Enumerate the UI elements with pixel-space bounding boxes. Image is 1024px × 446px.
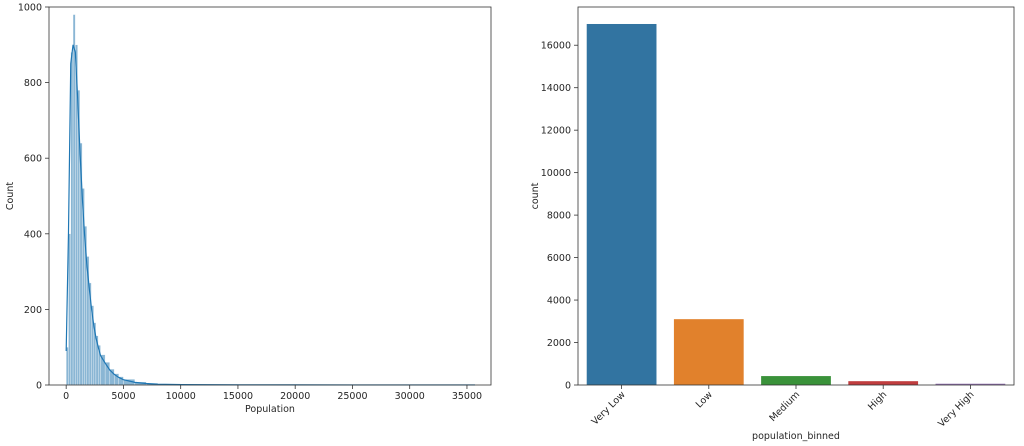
count-x-tick-label: Very Low: [590, 389, 628, 427]
histogram-y-axis-label: Count: [5, 182, 16, 210]
count-x-ticks: Very Low Low Medium High Very High: [590, 385, 977, 430]
count-y-axis-label: count: [530, 182, 541, 209]
count-x-axis-label: population_binned: [752, 431, 840, 442]
count-y-tick-label: 14000: [541, 83, 571, 94]
histogram-x-tick-label: 10000: [166, 391, 196, 402]
count-bar-chart: Very Low Low Medium High Very High 0 2000 4000…: [530, 6, 1015, 442]
count-bar: [935, 383, 1006, 385]
histogram-y-tick-label: 400: [24, 229, 42, 240]
count-x-tick-label: Very High: [936, 389, 976, 429]
count-y-tick-label: 10000: [541, 168, 571, 179]
count-y-tick-label: 6000: [547, 253, 571, 264]
histogram-x-tick-label: 20000: [280, 391, 310, 402]
histogram-bin: [70, 52, 74, 386]
count-bar: [673, 319, 744, 385]
histogram-chart: 0 5000 10000 15000 20000 25000 30000 35000 0 200…: [5, 3, 492, 415]
histogram-bin: [72, 14, 76, 386]
histogram-y-tick-label: 600: [24, 154, 42, 165]
histogram-y-tick-label: 1000: [18, 3, 42, 14]
count-y-tick-label: 16000: [541, 41, 571, 52]
count-x-tick-label: Medium: [767, 389, 802, 424]
histogram-x-axis-label: Population: [245, 404, 295, 415]
histogram-x-ticks: 0 5000 10000 15000 20000 25000 30000 35000: [63, 385, 482, 402]
histogram-x-tick-label: 35000: [452, 391, 482, 402]
count-y-ticks: 0 2000 4000 6000 8000 10000 12000 14000 16000: [541, 41, 578, 392]
histogram-plot-frame: [48, 6, 492, 386]
count-y-tick-label: 0: [565, 381, 571, 392]
histogram-x-tick-label: 30000: [395, 391, 425, 402]
histogram-x-tick-label: 5000: [111, 391, 135, 402]
histogram-y-tick-label: 800: [24, 78, 42, 89]
histogram-y-tick-label: 0: [36, 381, 42, 392]
histogram-x-tick-label: 15000: [223, 391, 253, 402]
histogram-bin: [68, 233, 71, 386]
kde-line: [65, 44, 475, 386]
histogram-x-tick-label: 25000: [337, 391, 367, 402]
histogram-y-tick-label: 200: [24, 305, 42, 316]
histogram-x-tick-label: 0: [63, 391, 69, 402]
count-bars: [586, 23, 1006, 385]
count-y-tick-label: 2000: [547, 338, 571, 349]
count-x-tick-label: Low: [694, 389, 715, 410]
histogram-y-ticks: 0 200 400 600 800 1000: [18, 3, 49, 392]
count-bar: [848, 381, 919, 385]
count-bar: [586, 23, 657, 385]
histogram-bars: [66, 14, 476, 386]
count-y-tick-label: 12000: [541, 126, 571, 137]
count-y-tick-label: 8000: [547, 211, 571, 222]
histogram-bin: [66, 347, 69, 386]
count-bar: [761, 376, 831, 385]
count-x-tick-label: High: [866, 389, 889, 412]
count-y-tick-label: 4000: [547, 296, 571, 307]
